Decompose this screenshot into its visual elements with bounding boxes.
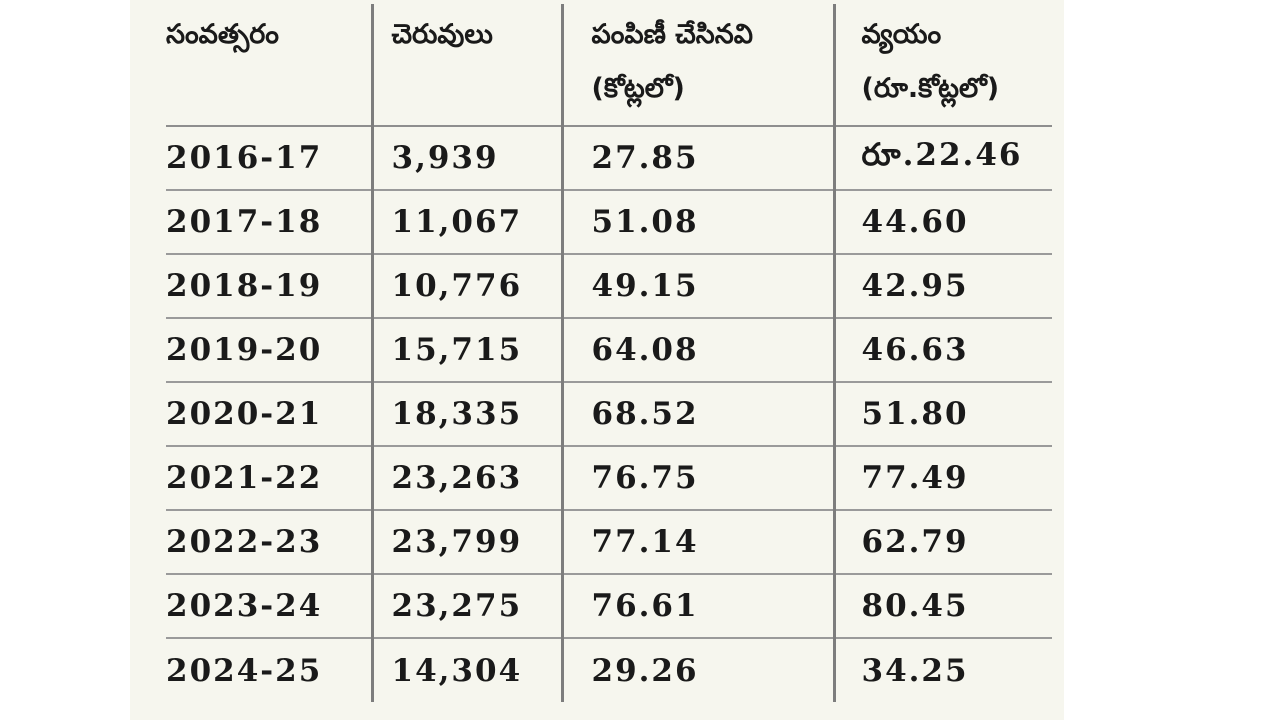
table-row: 2020-21 18,335 68.52 51.80: [166, 381, 1052, 446]
cell-expenditure: 44.60: [832, 189, 1052, 254]
table-row: 2023-24 23,275 76.61 80.45: [166, 573, 1052, 638]
cell-year: 2023-24: [166, 573, 372, 638]
table-row: 2019-20 15,715 64.08 46.63: [166, 317, 1052, 382]
header-row: సంవత్సరం చెరువులు పంపిణీ చేసినవి (కోట్లల…: [166, 4, 1052, 126]
cell-year: 2017-18: [166, 189, 372, 254]
table-row: 2021-22 23,263 76.75 77.49: [166, 445, 1052, 510]
cell-distributed: 77.14: [560, 509, 834, 574]
cell-distributed: 29.26: [560, 637, 834, 702]
cell-ponds: 23,263: [370, 445, 562, 510]
cell-expenditure: 46.63: [832, 317, 1052, 382]
cell-expenditure: 80.45: [832, 573, 1052, 638]
cell-ponds: 18,335: [370, 381, 562, 446]
table-row: 2022-23 23,799 77.14 62.79: [166, 509, 1052, 574]
cell-year: 2021-22: [166, 445, 372, 510]
cell-ponds: 23,275: [370, 573, 562, 638]
header-ponds: చెరువులు: [370, 4, 562, 126]
header-year: సంవత్సరం: [166, 4, 372, 126]
cell-year: 2022-23: [166, 509, 372, 574]
cell-year: 2016-17: [166, 125, 372, 190]
cell-distributed: 27.85: [560, 125, 834, 190]
cell-distributed: 76.61: [560, 573, 834, 638]
cell-expenditure: 62.79: [832, 509, 1052, 574]
cell-distributed: 64.08: [560, 317, 834, 382]
cell-distributed: 68.52: [560, 381, 834, 446]
cell-distributed: 49.15: [560, 253, 834, 318]
cell-year: 2019-20: [166, 317, 372, 382]
header-expenditure: వ్యయం (రూ.కోట్లలో): [832, 4, 1052, 126]
header-expenditure-label: వ్యయం: [861, 19, 942, 50]
table-row: 2017-18 11,067 51.08 44.60: [166, 189, 1052, 254]
table-row: 2024-25 14,304 29.26 34.25: [166, 637, 1052, 702]
data-table: సంవత్సరం చెరువులు పంపిణీ చేసినవి (కోట్లల…: [166, 4, 1052, 702]
cell-year: 2024-25: [166, 637, 372, 702]
cell-distributed: 76.75: [560, 445, 834, 510]
cell-ponds: 15,715: [370, 317, 562, 382]
header-distributed-label: పంపిణీ చేసినవి: [591, 19, 753, 50]
header-distributed-unit: (కోట్లలో): [591, 73, 685, 104]
cell-ponds: 14,304: [370, 637, 562, 702]
cell-expenditure: 42.95: [832, 253, 1052, 318]
cell-ponds: 23,799: [370, 509, 562, 574]
cell-expenditure: 77.49: [832, 445, 1052, 510]
cell-year: 2018-19: [166, 253, 372, 318]
cell-expenditure: 34.25: [832, 637, 1052, 702]
cell-ponds: 3,939: [370, 125, 562, 190]
cell-ponds: 10,776: [370, 253, 562, 318]
header-distributed: పంపిణీ చేసినవి (కోట్లలో): [560, 4, 834, 126]
table-panel: సంవత్సరం చెరువులు పంపిణీ చేసినవి (కోట్లల…: [130, 0, 1064, 720]
header-ponds-label: చెరువులు: [391, 19, 493, 50]
header-expenditure-unit: (రూ.కోట్లలో): [861, 73, 1000, 104]
cell-expenditure: రూ.22.46: [832, 125, 1052, 190]
cell-year: 2020-21: [166, 381, 372, 446]
table-row: 2016-17 3,939 27.85 రూ.22.46: [166, 125, 1052, 190]
table-row: 2018-19 10,776 49.15 42.95: [166, 253, 1052, 318]
cell-distributed: 51.08: [560, 189, 834, 254]
header-year-label: సంవత్సరం: [166, 19, 279, 50]
cell-expenditure: 51.80: [832, 381, 1052, 446]
cell-ponds: 11,067: [370, 189, 562, 254]
